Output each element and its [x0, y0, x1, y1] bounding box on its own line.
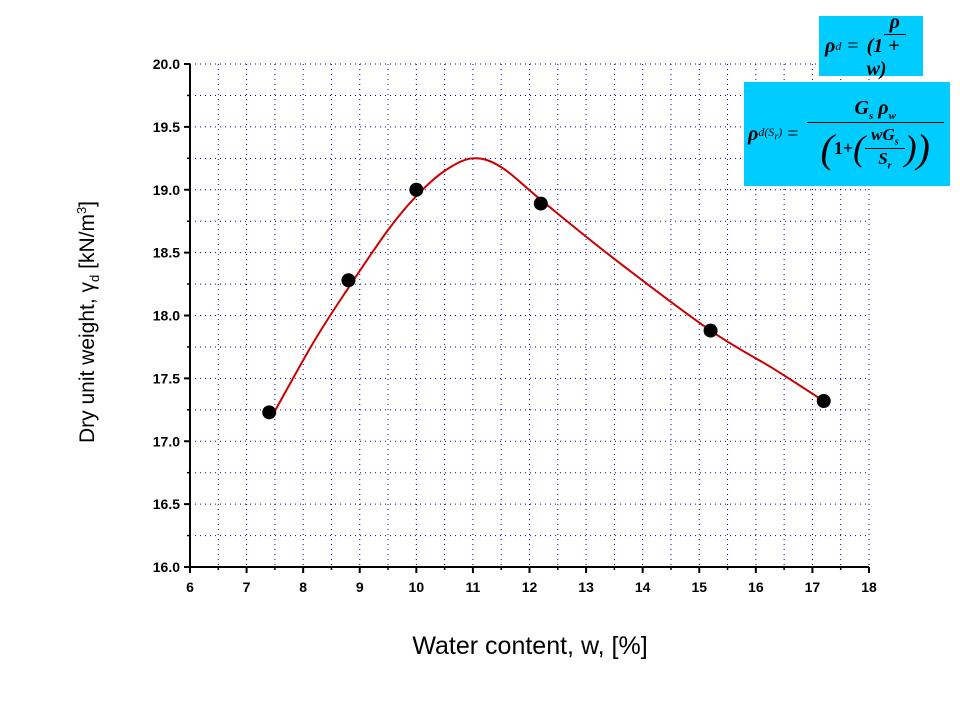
- x-tick-label: 17: [805, 579, 821, 595]
- data-points: [262, 182, 831, 420]
- x-tick-label: 18: [861, 579, 877, 595]
- x-tick-label: 13: [578, 579, 594, 595]
- y-tick-label: 18.5: [153, 245, 180, 261]
- x-tick-label: 9: [356, 579, 364, 595]
- tick-labels: 6 7 8 9 10 11 12 13 14 15 16 17 18 16.0 16.5 17.0 17.5 18…: [153, 56, 877, 595]
- x-tick-label: 6: [186, 579, 194, 595]
- y-tick-label: 16.0: [153, 559, 180, 575]
- formula-dry-density-saturation: ρ d(Sr) = Gs ρw (1+( wGs Sr )): [744, 82, 950, 186]
- x-tick-label: 16: [748, 579, 764, 595]
- y-tick-label: 17.5: [153, 370, 180, 386]
- data-point: [703, 323, 718, 338]
- y-tick-label: 19.5: [153, 119, 180, 135]
- y-tick-label: 20.0: [153, 56, 180, 72]
- x-tick-label: 15: [691, 579, 707, 595]
- x-tick-label: 10: [409, 579, 425, 595]
- y-tick-label: 16.5: [153, 496, 180, 512]
- data-point: [816, 394, 831, 409]
- y-axis-label: Dry unit weight, γd [kN/m3]: [73, 200, 103, 444]
- data-point: [533, 196, 548, 211]
- data-point: [409, 182, 424, 197]
- y-tick-label: 18.0: [153, 308, 180, 324]
- y-tick-label: 19.0: [153, 182, 180, 198]
- data-point: [262, 405, 277, 420]
- x-axis-label: Water content, w, [%]: [412, 632, 648, 660]
- x-tick-label: 14: [635, 579, 651, 595]
- x-tick-label: 7: [243, 579, 251, 595]
- x-tick-label: 12: [522, 579, 538, 595]
- y-tick-label: 17.0: [153, 433, 180, 449]
- x-tick-label: 11: [466, 579, 481, 595]
- fit-curve: [271, 157, 825, 417]
- data-point: [341, 273, 356, 288]
- axes: [184, 63, 870, 573]
- x-tick-label: 8: [299, 579, 307, 595]
